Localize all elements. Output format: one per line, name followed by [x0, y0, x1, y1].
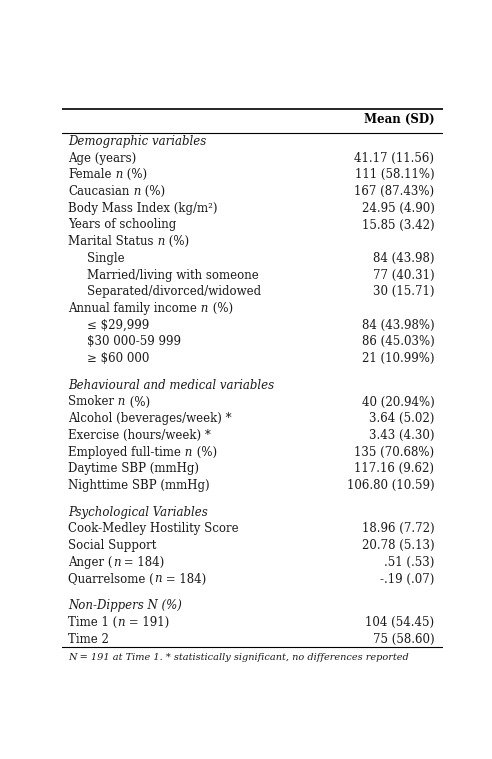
Text: Annual family income: Annual family income [68, 302, 197, 315]
Text: 3.43 (4.30): 3.43 (4.30) [369, 429, 434, 442]
Text: 18.96 (7.72): 18.96 (7.72) [362, 522, 434, 535]
Text: Body Mass Index (kg/m²): Body Mass Index (kg/m²) [68, 202, 218, 215]
Text: Exercise (hours/week) *: Exercise (hours/week) * [68, 429, 211, 442]
Text: -.19 (.07): -.19 (.07) [380, 572, 434, 585]
Text: 135 (70.68%): 135 (70.68%) [354, 446, 434, 458]
Text: = 191): = 191) [125, 616, 169, 629]
Text: n: n [113, 556, 121, 568]
Text: Single: Single [88, 252, 125, 265]
Text: n: n [118, 616, 125, 629]
Text: = 184): = 184) [121, 556, 165, 568]
Text: 86 (45.03%): 86 (45.03%) [362, 335, 434, 348]
Text: 75 (58.60): 75 (58.60) [373, 632, 434, 646]
Text: (%): (%) [126, 395, 150, 408]
Text: 20.78 (5.13): 20.78 (5.13) [362, 539, 434, 552]
Text: (%): (%) [141, 185, 165, 198]
Text: n: n [115, 395, 126, 408]
Text: Non-Dippers N (%): Non-Dippers N (%) [68, 599, 182, 613]
Text: 41.17 (11.56): 41.17 (11.56) [354, 152, 434, 165]
Text: Time 1 (: Time 1 ( [68, 616, 118, 629]
Text: Mean (SD): Mean (SD) [364, 113, 434, 126]
Text: 106.80 (10.59): 106.80 (10.59) [347, 479, 434, 492]
Text: Anger (: Anger ( [68, 556, 113, 568]
Text: 77 (40.31): 77 (40.31) [373, 269, 434, 282]
Text: n: n [154, 572, 162, 585]
Text: 3.64 (5.02): 3.64 (5.02) [369, 412, 434, 425]
Text: (%): (%) [209, 302, 233, 315]
Text: n: n [112, 168, 123, 181]
Text: Demographic variables: Demographic variables [68, 135, 207, 148]
Text: Social Support: Social Support [68, 539, 157, 552]
Text: Nighttime SBP (mmHg): Nighttime SBP (mmHg) [68, 479, 210, 492]
Text: n: n [130, 185, 141, 198]
Text: .51 (.53): .51 (.53) [384, 556, 434, 568]
Text: 104 (54.45): 104 (54.45) [365, 616, 434, 629]
Text: N = 191 at Time 1. * statistically significant, no differences reported: N = 191 at Time 1. * statistically signi… [68, 653, 409, 663]
Text: 30 (15.71): 30 (15.71) [373, 285, 434, 298]
Text: $30 000-59 999: $30 000-59 999 [88, 335, 182, 348]
Text: (%): (%) [123, 168, 148, 181]
Text: 84 (43.98%): 84 (43.98%) [362, 319, 434, 332]
Text: 24.95 (4.90): 24.95 (4.90) [362, 202, 434, 215]
Text: = 184): = 184) [162, 572, 206, 585]
Text: ≥ $60 000: ≥ $60 000 [88, 352, 150, 365]
Text: Cook-Medley Hostility Score: Cook-Medley Hostility Score [68, 522, 239, 535]
Text: Quarrelsome (: Quarrelsome ( [68, 572, 154, 585]
Text: 167 (87.43%): 167 (87.43%) [354, 185, 434, 198]
Text: 15.85 (3.42): 15.85 (3.42) [362, 219, 434, 231]
Text: Daytime SBP (mmHg): Daytime SBP (mmHg) [68, 462, 199, 475]
Text: Marital Status: Marital Status [68, 235, 154, 248]
Text: (%): (%) [192, 446, 217, 458]
Text: Alcohol (beverages/week) *: Alcohol (beverages/week) * [68, 412, 232, 425]
Text: Age (years): Age (years) [68, 152, 137, 165]
Text: Separated/divorced/widowed: Separated/divorced/widowed [88, 285, 262, 298]
Text: 21 (10.99%): 21 (10.99%) [362, 352, 434, 365]
Text: n: n [197, 302, 209, 315]
Text: Smoker: Smoker [68, 395, 115, 408]
Text: Caucasian: Caucasian [68, 185, 130, 198]
Text: Married/living with someone: Married/living with someone [88, 269, 259, 282]
Text: n: n [181, 446, 192, 458]
Text: Psychological Variables: Psychological Variables [68, 505, 208, 518]
Text: Years of schooling: Years of schooling [68, 219, 177, 231]
Text: Female: Female [68, 168, 112, 181]
Text: n: n [154, 235, 165, 248]
Text: 117.16 (9.62): 117.16 (9.62) [354, 462, 434, 475]
Text: (%): (%) [165, 235, 189, 248]
Text: Employed full-time: Employed full-time [68, 446, 181, 458]
Text: ≤ $29,999: ≤ $29,999 [88, 319, 150, 332]
Text: Behavioural and medical variables: Behavioural and medical variables [68, 379, 275, 392]
Text: 84 (43.98): 84 (43.98) [373, 252, 434, 265]
Text: 111 (58.11%): 111 (58.11%) [355, 168, 434, 181]
Text: 40 (20.94%): 40 (20.94%) [362, 395, 434, 408]
Text: Time 2: Time 2 [68, 632, 109, 646]
